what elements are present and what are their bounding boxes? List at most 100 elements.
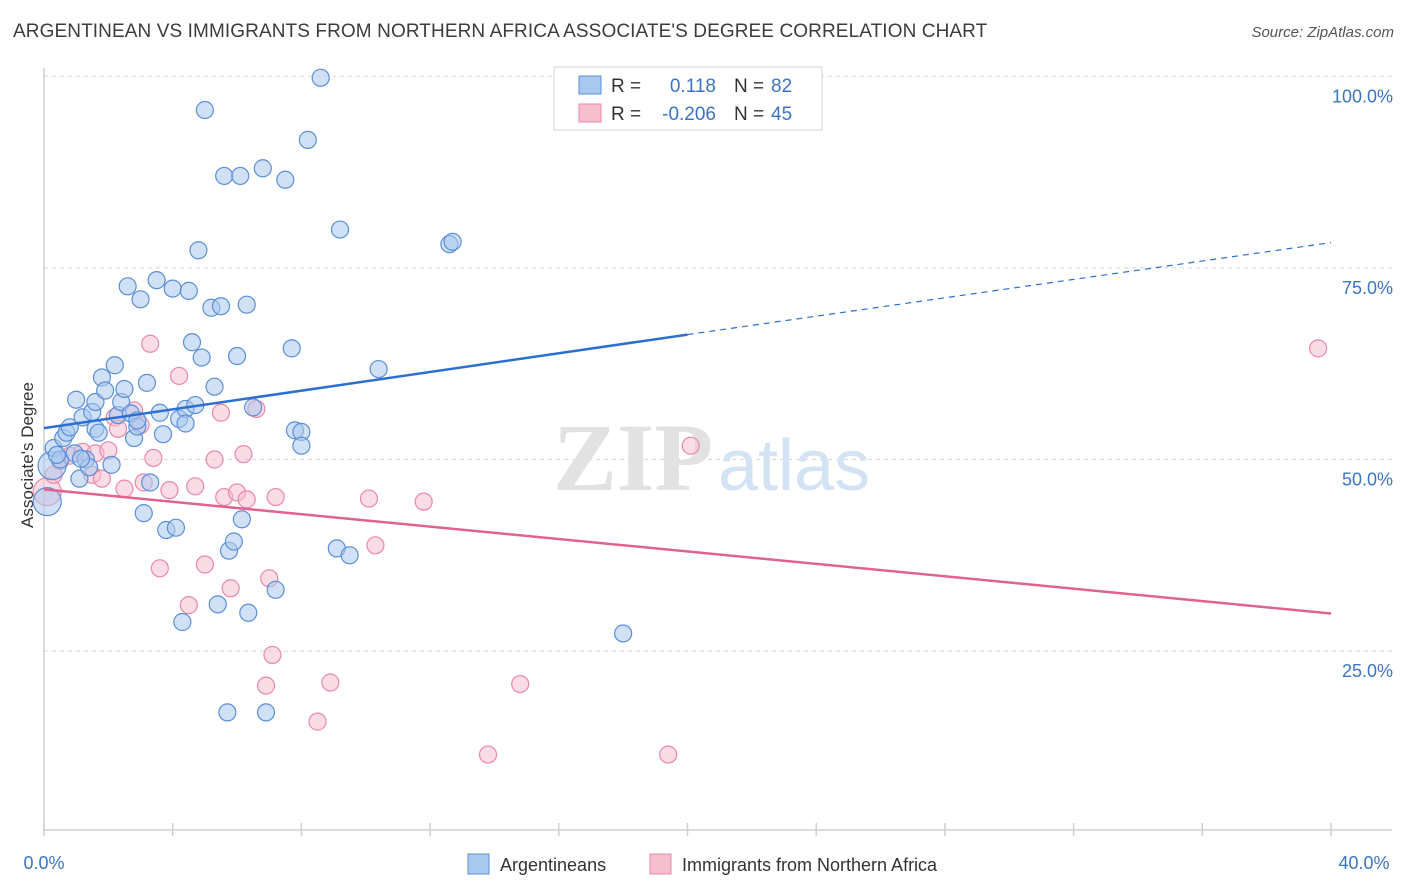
argentineans-point-71 <box>330 220 350 239</box>
immigrants-point-23 <box>205 450 224 469</box>
series-legend: Argentineans Immigrants from Northern Af… <box>467 853 938 875</box>
y-tick-label-25: 25.0% <box>1342 661 1393 681</box>
argentineans-point-17 <box>96 381 115 400</box>
legend-r-value-blue: 0.118 <box>670 76 716 97</box>
argentineans-point-55 <box>231 166 250 186</box>
legend-swatch-pink <box>578 103 602 123</box>
immigrants-point-11 <box>115 479 134 498</box>
argentineans-point-67 <box>292 436 311 455</box>
argentineans-point-18 <box>102 455 121 474</box>
correlation-legend: R = 0.118 N = 82 R = -0.206 N = 45 <box>553 66 823 131</box>
legend-n-value-blue: 82 <box>771 76 792 97</box>
immigrants-point-15 <box>141 334 160 353</box>
immigrants-point-31 <box>256 676 276 695</box>
watermark: ZIP atlas <box>553 404 870 511</box>
argentineans-point-51 <box>218 703 237 722</box>
argentineans-point-50 <box>215 166 234 186</box>
argentineans-point-23 <box>118 277 137 296</box>
argentineans-point-44 <box>192 348 211 367</box>
argentineans-point-69 <box>311 68 330 87</box>
gridlines <box>44 75 1392 652</box>
argentineans-point-49 <box>211 297 231 316</box>
immigrants-point-34 <box>266 487 285 507</box>
argentineans-point-8 <box>67 390 86 409</box>
argentineans-point-19 <box>105 356 124 375</box>
argentineans-point-29 <box>137 373 157 392</box>
argentineans-point-73 <box>369 359 388 379</box>
trendline-argentineans-dashed <box>687 242 1332 336</box>
x-tick-label-min: 0.0% <box>23 853 64 873</box>
argentineans-point-57 <box>237 295 256 314</box>
argentineans-point-63 <box>276 170 295 189</box>
immigrants-point-41 <box>511 674 530 694</box>
trendline-argentineans-solid <box>43 333 688 430</box>
chart-title: ARGENTINEAN VS IMMIGRANTS FROM NORTHERN … <box>13 21 988 42</box>
immigrants-point-40 <box>478 745 498 764</box>
immigrants-point-24 <box>211 403 231 422</box>
legend-n-label-blue: N = <box>734 76 764 97</box>
argentineans-point-22 <box>115 379 134 399</box>
argentineans-point-56 <box>232 510 251 529</box>
immigrants-point-29 <box>237 490 256 509</box>
argentineans-point-80 <box>176 414 195 433</box>
argentineans-point-38 <box>173 612 192 632</box>
immigrants-point-19 <box>170 366 189 386</box>
immigrants-point-20 <box>179 596 198 615</box>
series-argentineans-points <box>32 68 633 722</box>
y-tick-label-100: 100.0% <box>1332 86 1393 106</box>
argentineans-point-77 <box>47 445 66 465</box>
bottom-legend-label-immigrants: Immigrants from Northern Africa <box>682 855 938 875</box>
immigrants-point-42 <box>659 745 678 764</box>
legend-n-label-pink: N = <box>734 104 764 125</box>
y-tick-label-75: 75.0% <box>1342 278 1393 298</box>
bottom-legend-swatch-immigrants <box>649 853 672 875</box>
axes <box>43 68 1392 831</box>
immigrants-point-22 <box>195 555 214 574</box>
argentineans-point-27 <box>131 290 150 309</box>
argentineans-point-53 <box>224 532 243 551</box>
argentineans-point-59 <box>244 398 263 417</box>
immigrants-point-44 <box>1309 339 1328 358</box>
argentineans-point-31 <box>147 271 166 290</box>
bottom-legend-swatch-argentineans <box>467 853 490 875</box>
legend-r-value-pink: -0.206 <box>662 104 716 125</box>
argentineans-point-64 <box>282 339 301 358</box>
source-credit: Source: ZipAtlas.com <box>1251 24 1394 41</box>
argentineans-point-43 <box>189 241 208 260</box>
argentineans-point-68 <box>298 130 317 150</box>
y-tick-labels: 25.0% 50.0% 75.0% 100.0% <box>1332 86 1393 681</box>
bottom-legend-label-argentineans: Argentineans <box>500 855 606 875</box>
immigrants-point-39 <box>414 492 433 511</box>
argentineans-point-48 <box>208 595 227 614</box>
argentineans-point-40 <box>179 281 198 300</box>
argentineans-point-78 <box>89 423 108 442</box>
trendline-immigrants <box>43 488 1332 615</box>
legend-swatch-blue <box>578 75 602 95</box>
legend-n-value-pink: 45 <box>771 104 792 125</box>
argentineans-point-41 <box>182 333 202 352</box>
argentineans-point-62 <box>266 580 285 599</box>
argentineans-point-28 <box>134 504 153 523</box>
argentineans-point-33 <box>153 425 173 444</box>
argentineans-point-60 <box>253 159 272 178</box>
immigrants-point-28 <box>234 445 253 464</box>
argentineans-point-81 <box>71 449 91 468</box>
immigrants-point-16 <box>144 448 163 468</box>
argentineans-point-35 <box>163 279 182 298</box>
immigrants-point-43 <box>681 436 700 455</box>
immigrants-point-7 <box>92 469 112 488</box>
argentineans-point-54 <box>227 346 247 366</box>
immigrants-point-37 <box>359 489 379 508</box>
argentineans-point-58 <box>239 603 258 622</box>
immigrants-point-36 <box>321 673 340 692</box>
immigrants-point-21 <box>186 477 205 496</box>
y-axis-label: Associate's Degree <box>18 382 37 528</box>
legend-r-label-blue: R = <box>611 76 641 97</box>
argentineans-point-36 <box>166 518 186 537</box>
argentineans-point-76 <box>614 624 633 643</box>
argentineans-point-72 <box>340 546 359 565</box>
y-tick-label-50: 50.0% <box>1342 470 1393 490</box>
argentineans-point-30 <box>141 473 160 492</box>
immigrants-point-26 <box>221 579 240 598</box>
